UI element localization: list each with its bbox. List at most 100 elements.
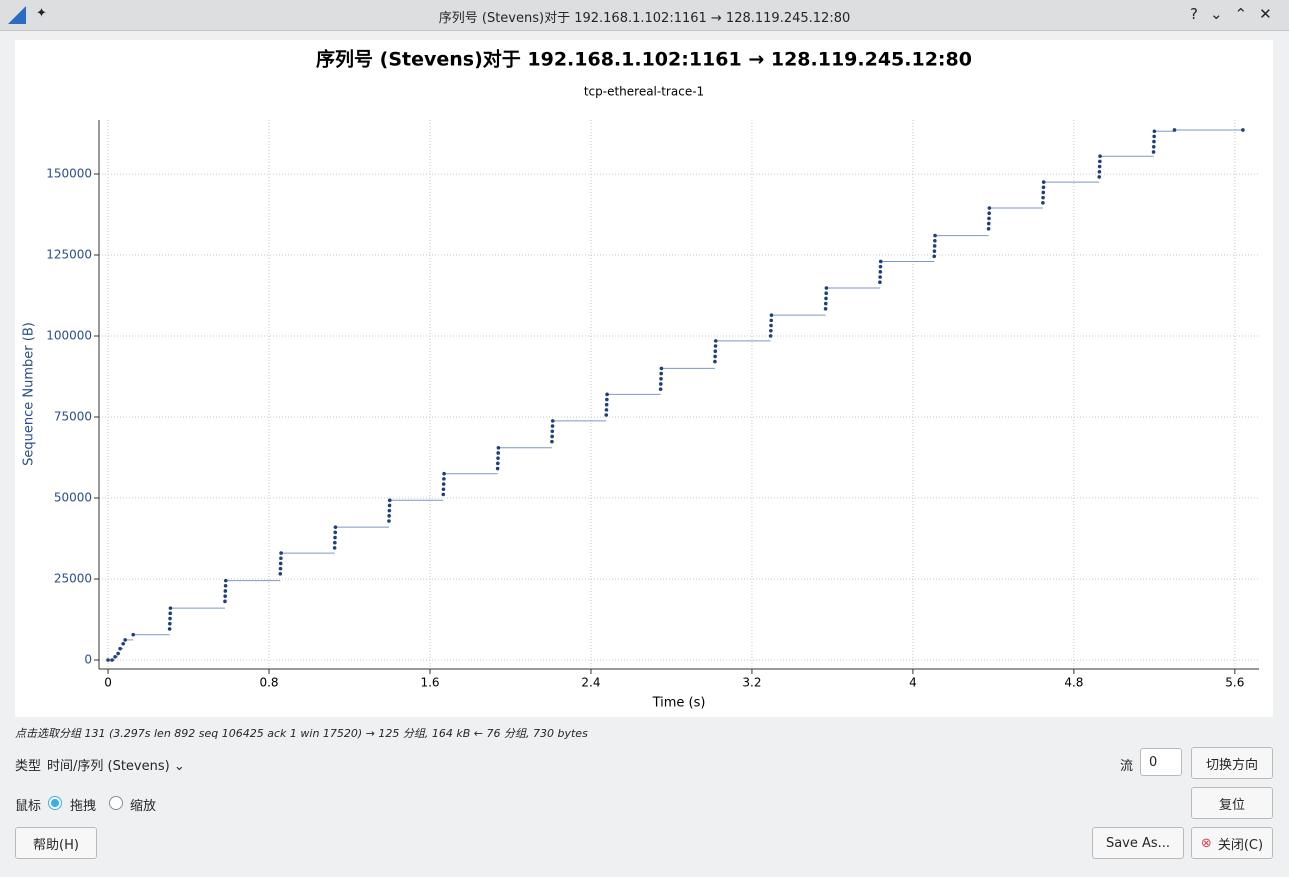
- data-point: [1151, 144, 1156, 149]
- data-point: [1152, 134, 1156, 139]
- data-point: [604, 402, 609, 407]
- data-point: [168, 616, 172, 621]
- data-point: [332, 546, 337, 550]
- chart-subtitle: tcp-ethereal-trace-1: [584, 85, 704, 99]
- data-point: [550, 439, 554, 444]
- data-point: [223, 599, 227, 604]
- window-buttons[interactable]: ?⌄⌃✕: [1190, 5, 1284, 23]
- data-point: [713, 359, 717, 364]
- data-point: [933, 238, 937, 243]
- zoom-radio[interactable]: [109, 796, 123, 810]
- data-point: [1098, 159, 1102, 164]
- drag-radio[interactable]: [48, 796, 62, 810]
- y-tick-label: 50000: [54, 490, 92, 504]
- data-point: [442, 471, 446, 476]
- x-tick-label: 1.6: [420, 676, 439, 690]
- data-point: [387, 503, 392, 508]
- data-point: [824, 286, 829, 290]
- data-point: [932, 254, 937, 259]
- data-point: [116, 651, 120, 656]
- data-point: [1098, 154, 1102, 158]
- switch-direction-button[interactable]: 切换方向: [1191, 747, 1273, 779]
- data-point: [768, 334, 773, 338]
- data-point: [1097, 175, 1102, 179]
- drag-label: 拖拽: [70, 799, 97, 814]
- stream-spinbox[interactable]: 0: [1140, 748, 1182, 776]
- title-bar: ✦ 序列号 (Stevens)对于 192.168.1.102:1161 → 1…: [0, 0, 1289, 31]
- data-point: [550, 424, 555, 428]
- data-point: [878, 270, 883, 274]
- data-point: [333, 530, 338, 535]
- pin[interactable]: ✦: [36, 6, 47, 21]
- x-tick-label: 2.4: [581, 676, 600, 690]
- data-point: [118, 646, 122, 651]
- x-tick-label: 5.6: [1225, 676, 1244, 690]
- data-point: [550, 429, 555, 434]
- data-point: [932, 249, 937, 253]
- mouse-label: 鼠标: [15, 799, 42, 814]
- y-tick-label: 75000: [54, 410, 92, 424]
- data-point: [1041, 185, 1046, 190]
- stream-value: 0: [1149, 755, 1158, 770]
- data-point: [496, 445, 501, 450]
- data-point: [659, 371, 663, 376]
- data-point: [113, 654, 117, 659]
- x-axis-label: Time (s): [652, 696, 706, 711]
- data-point: [605, 397, 609, 402]
- data-point: [986, 226, 991, 231]
- chart-title: 序列号 (Stevens)对于 192.168.1.102:1161 → 128…: [316, 48, 972, 71]
- x-tick-label: 0: [104, 676, 112, 690]
- data-point: [769, 328, 773, 333]
- data-point: [387, 519, 391, 523]
- data-point: [550, 434, 554, 439]
- type-label: 类型: [15, 759, 42, 774]
- data-point: [279, 551, 283, 555]
- data-point: [986, 221, 991, 226]
- y-tick-label: 125000: [46, 248, 92, 262]
- data-point: [987, 206, 992, 210]
- data-point: [496, 461, 500, 466]
- x-tick-label: 0.8: [259, 676, 278, 690]
- data-point: [604, 408, 609, 412]
- save-as-button[interactable]: Save As...: [1092, 827, 1184, 859]
- data-point: [1041, 190, 1046, 195]
- data-point: [713, 354, 717, 359]
- type-value: 时间/序列 (Stevens): [47, 759, 170, 774]
- data-point: [933, 233, 937, 238]
- data-point: [123, 638, 127, 642]
- data-point: [278, 566, 283, 571]
- y-tick-label: 100000: [46, 329, 92, 343]
- data-point: [878, 259, 883, 264]
- data-point: [1152, 129, 1157, 134]
- data-point: [442, 477, 446, 481]
- data-point: [658, 382, 663, 386]
- data-point: [769, 313, 774, 317]
- close-button[interactable]: ⊗ 关闭(C): [1191, 827, 1273, 859]
- data-point: [223, 578, 228, 583]
- help-button[interactable]: 帮助(H): [15, 827, 97, 859]
- y-axis-label: Sequence Number (B): [22, 322, 37, 466]
- type-combobox[interactable]: 时间/序列 (Stevens) ⌄: [47, 759, 185, 774]
- data-point: [823, 301, 828, 306]
- data-point: [824, 296, 828, 301]
- data-point: [550, 419, 555, 423]
- data-point: [769, 323, 773, 328]
- data-point: [878, 264, 883, 269]
- data-point: [769, 318, 774, 323]
- data-point: [659, 376, 663, 381]
- data-point: [223, 583, 228, 588]
- data-point: [1097, 164, 1102, 169]
- data-point: [106, 658, 110, 662]
- data-point: [496, 456, 500, 460]
- x-tick-label: 4: [909, 676, 917, 690]
- data-point: [333, 535, 337, 540]
- data-point: [823, 306, 828, 311]
- status-text: 点击选取分组 131 (3.297s len 892 seq 106425 ac…: [15, 727, 588, 740]
- data-point: [824, 291, 828, 296]
- data-point: [713, 349, 718, 354]
- data-point: [1241, 128, 1245, 132]
- plot-panel: 序列号 (Stevens)对于 192.168.1.102:1161 → 128…: [15, 40, 1273, 717]
- reset-button[interactable]: 复位: [1191, 787, 1273, 819]
- data-point: [223, 589, 228, 593]
